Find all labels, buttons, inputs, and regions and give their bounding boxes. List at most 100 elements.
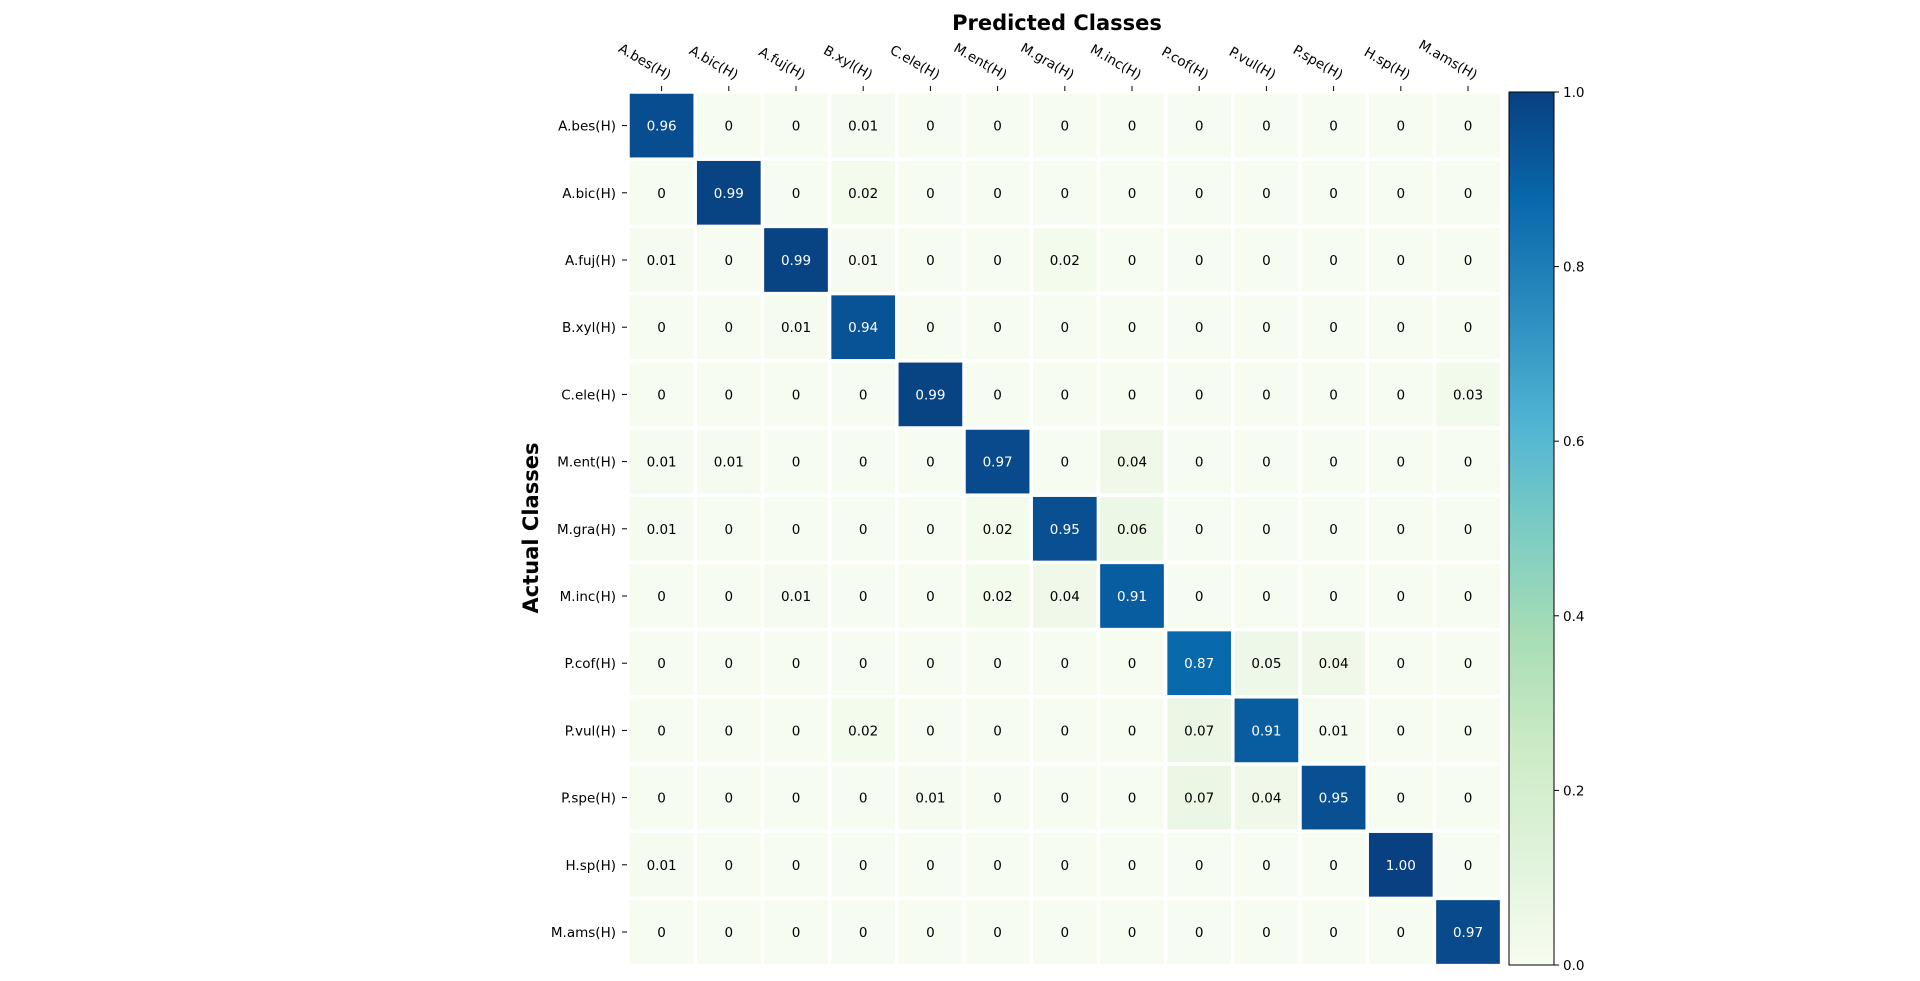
heatmap-cell bbox=[696, 496, 761, 561]
heatmap-cell bbox=[1301, 496, 1366, 561]
heatmap-cell bbox=[1100, 496, 1164, 561]
heatmap-cell bbox=[1368, 429, 1433, 494]
heatmap-cell bbox=[1167, 832, 1232, 897]
cell-value-label: 0.01 bbox=[647, 253, 677, 269]
heatmap-cell bbox=[696, 631, 761, 696]
heatmap-cell bbox=[1301, 631, 1366, 696]
y-axis-ticks: A.bes(H) A.bic(H) A.fuj(H) B.xyl(H) C.ele(H)… bbox=[551, 119, 627, 941]
heatmap-cell bbox=[1234, 496, 1299, 561]
heatmap-cell bbox=[1167, 295, 1232, 360]
heatmap-cell bbox=[1100, 362, 1164, 427]
heatmap-cell bbox=[965, 496, 1030, 561]
heatmap-cell bbox=[696, 765, 761, 830]
y-tick-label: C.ele(H) bbox=[561, 387, 616, 403]
heatmap-cell bbox=[1100, 228, 1164, 292]
cell-value-label: 0 bbox=[792, 387, 801, 403]
heatmap-cell bbox=[965, 429, 1030, 494]
cell-value-label: 1.00 bbox=[1386, 858, 1416, 874]
heatmap-cell bbox=[831, 429, 896, 494]
heatmap-cell bbox=[1234, 160, 1299, 225]
cell-value-label: 0 bbox=[1329, 858, 1338, 874]
heatmap-cell bbox=[1301, 429, 1366, 494]
heatmap-cell bbox=[1301, 900, 1366, 964]
heatmap-cell bbox=[696, 228, 761, 292]
heatmap-cell bbox=[831, 832, 896, 897]
cell-value-label: 0 bbox=[1329, 320, 1338, 336]
heatmap-cell bbox=[1100, 832, 1164, 897]
cell-value-label: 0 bbox=[725, 791, 734, 807]
colorbar-tick-label: 1.0 bbox=[1563, 85, 1584, 101]
cell-value-label: 0.01 bbox=[647, 522, 677, 538]
x-tick-label: M.ent(H) bbox=[951, 40, 1010, 83]
y-tick-label: P.vul(H) bbox=[565, 723, 616, 739]
cell-value-label: 0 bbox=[993, 723, 1002, 739]
cell-value-label: 0 bbox=[1128, 320, 1137, 336]
cell-value-label: 0 bbox=[926, 589, 935, 605]
heatmap-cell bbox=[1301, 295, 1366, 360]
y-tick-label: M.gra(H) bbox=[557, 522, 616, 538]
cell-value-label: 0 bbox=[1195, 589, 1204, 605]
x-axis-ticks: A.bes(H) A.bic(H) A.fuj(H) B.xyl(H) C.ele(H)… bbox=[615, 37, 1480, 91]
heatmap-cell bbox=[1167, 228, 1232, 292]
cell-value-label: 0 bbox=[1061, 320, 1070, 336]
cell-value-label: 0 bbox=[792, 522, 801, 538]
cell-value-label: 0.07 bbox=[1184, 723, 1214, 739]
heatmap-cell bbox=[1167, 765, 1232, 830]
heatmap-cell bbox=[1436, 429, 1500, 494]
heatmap-cell bbox=[898, 631, 963, 696]
heatmap-cell bbox=[629, 228, 694, 292]
cell-value-label: 0 bbox=[1397, 455, 1406, 471]
heatmap-cell bbox=[1436, 160, 1500, 225]
cell-value-label: 0 bbox=[926, 925, 935, 941]
heatmap-cell bbox=[1032, 228, 1097, 292]
cell-value-label: 0 bbox=[725, 253, 734, 269]
heatmap-cell bbox=[1032, 765, 1097, 830]
heatmap-cell bbox=[898, 228, 963, 292]
heatmap-cell bbox=[1436, 564, 1500, 628]
cell-value-label: 0.91 bbox=[1251, 723, 1281, 739]
heatmap-cell bbox=[1368, 93, 1433, 158]
heatmap-cell bbox=[1436, 362, 1500, 427]
cell-value-label: 0 bbox=[1262, 858, 1271, 874]
cell-value-label: 0 bbox=[725, 387, 734, 403]
cell-value-label: 0 bbox=[859, 858, 868, 874]
heatmap-cell bbox=[1436, 93, 1500, 158]
heatmap-cell bbox=[965, 295, 1030, 360]
cell-value-label: 0 bbox=[1195, 186, 1204, 202]
cell-value-label: 0 bbox=[792, 656, 801, 672]
cell-value-label: 0 bbox=[993, 925, 1002, 941]
heatmap-cell bbox=[629, 295, 694, 360]
heatmap-cell bbox=[764, 900, 828, 964]
heatmap-cell bbox=[898, 295, 963, 360]
cell-value-label: 0 bbox=[1262, 455, 1271, 471]
heatmap-cell bbox=[1032, 295, 1097, 360]
heatmap-cell bbox=[764, 160, 828, 225]
cell-value-label: 0 bbox=[1061, 387, 1070, 403]
cell-value-label: 0.02 bbox=[848, 186, 878, 202]
heatmap-cell bbox=[965, 765, 1030, 830]
heatmap-cell bbox=[629, 564, 694, 628]
cell-value-label: 0.02 bbox=[983, 589, 1013, 605]
cell-value-label: 0 bbox=[725, 522, 734, 538]
heatmap-cell bbox=[1436, 698, 1500, 763]
heatmap-cell bbox=[1167, 362, 1232, 427]
cell-value-label: 0 bbox=[926, 253, 935, 269]
cell-value-label: 0 bbox=[1128, 119, 1137, 135]
cell-value-label: 0 bbox=[926, 723, 935, 739]
heatmap-cell bbox=[1436, 228, 1500, 292]
heatmap-cell bbox=[1032, 900, 1097, 964]
colorbar: 0.0 0.2 0.4 0.6 0.8 1.0 bbox=[1508, 85, 1584, 974]
cell-value-label: 0 bbox=[792, 723, 801, 739]
cell-value-label: 0 bbox=[926, 656, 935, 672]
heatmap-cell bbox=[1100, 631, 1164, 696]
cell-value-label: 0 bbox=[1262, 387, 1271, 403]
heatmap-cell bbox=[1234, 765, 1299, 830]
y-tick-label: A.bic(H) bbox=[562, 186, 616, 202]
cell-value-label: 0 bbox=[1464, 320, 1473, 336]
heatmap-cell bbox=[1167, 93, 1232, 158]
heatmap-cell bbox=[831, 765, 896, 830]
cell-value-label: 0 bbox=[993, 320, 1002, 336]
heatmap-cell bbox=[764, 631, 828, 696]
heatmap-cell bbox=[831, 900, 896, 964]
heatmap-cell bbox=[629, 631, 694, 696]
